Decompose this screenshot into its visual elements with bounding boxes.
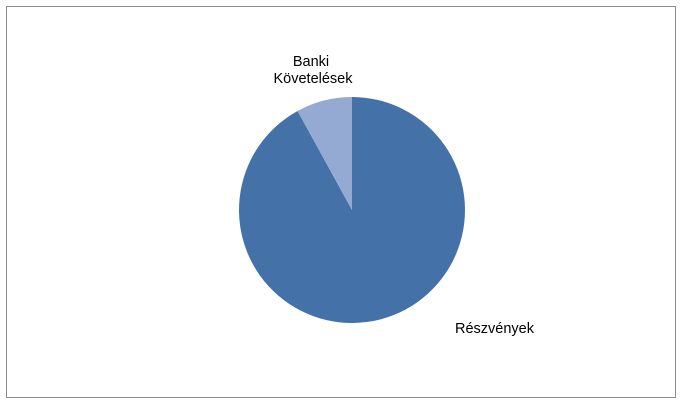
slice-label-banki-line1: Banki — [293, 54, 329, 70]
slice-label-banki-kovetelesek: Banki Követelések — [274, 54, 354, 87]
slice-label-banki-line2: Követelések — [274, 71, 354, 87]
chart-area: Részvények Banki Követelések — [6, 6, 676, 398]
pie-chart: Részvények Banki Követelések — [239, 54, 535, 337]
pie-slice-1 — [297, 97, 352, 210]
slice-label-reszvenyek: Részvények — [455, 321, 535, 337]
